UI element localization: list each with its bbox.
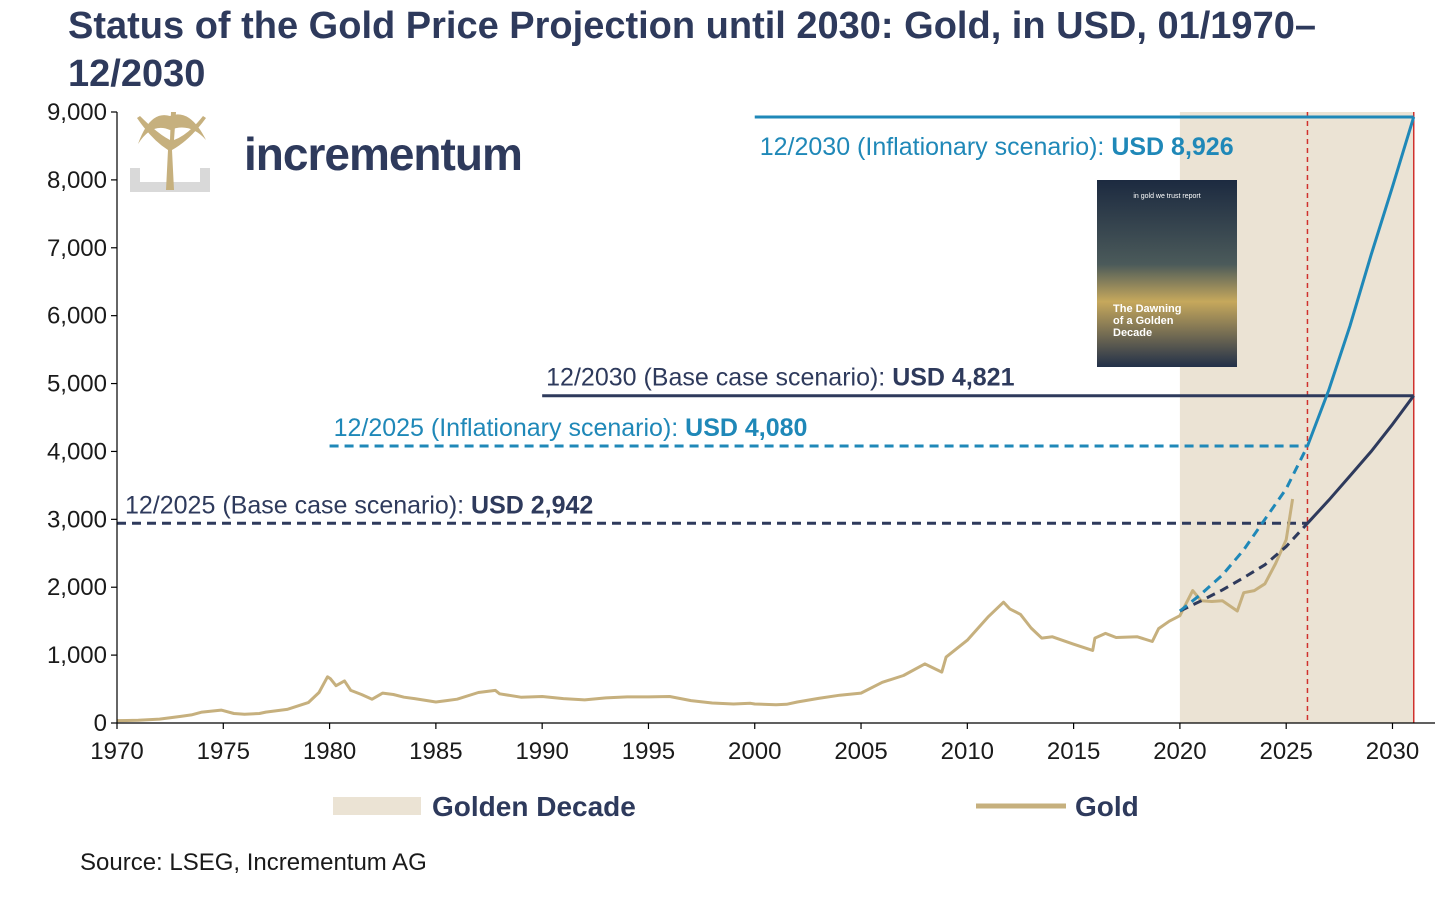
- inflationary-projection-solid: [1306, 116, 1416, 447]
- incrementum-logo: incrementum: [130, 112, 523, 192]
- x-tick-label: 1990: [515, 738, 568, 765]
- cover-brand: in gold we trust report: [1133, 193, 1200, 200]
- y-tick-label: 1,000: [47, 642, 107, 669]
- x-tick-label: 2015: [1047, 738, 1100, 765]
- x-tick-label: 1985: [409, 738, 462, 765]
- tree-icon: [130, 112, 210, 192]
- x-tick-label: 2030: [1366, 738, 1419, 765]
- base-case-projection-dashed: [1179, 522, 1309, 613]
- x-tick-label: 1995: [622, 738, 675, 765]
- annotation-label-text: 12/2025 (Inflationary scenario):: [334, 414, 686, 442]
- annotation-label-text: 12/2025 (Base case scenario):: [125, 491, 471, 519]
- y-tick-label: 4,000: [47, 438, 107, 465]
- annotation-label-text: 12/2030 (Inflationary scenario):: [760, 133, 1112, 161]
- gold-price-line: [116, 498, 1295, 723]
- report-cover-image: in gold we trust report The Dawning of a…: [1097, 180, 1237, 367]
- x-tick-label: 2025: [1259, 738, 1312, 765]
- x-tick-label: 1975: [197, 738, 250, 765]
- legend-golden-decade-label: Golden Decade: [432, 791, 636, 822]
- annotation-value: USD 4,821: [892, 364, 1014, 392]
- legend-gold-label: Gold: [1075, 791, 1139, 822]
- x-tick-label: 1970: [90, 738, 143, 765]
- annotation-label-text: 12/2030 (Base case scenario):: [546, 364, 892, 392]
- y-tick-label: 8,000: [47, 167, 107, 194]
- cover-title-line-2: of a Golden: [1113, 315, 1174, 327]
- annotation-value: USD 4,080: [685, 414, 807, 442]
- base-case-projection-solid: [1306, 394, 1415, 525]
- y-tick-label: 3,000: [47, 506, 107, 533]
- annotation-label-4: 12/2025 (Base case scenario): USD 2,942: [125, 491, 593, 519]
- x-tick-label: 1980: [303, 738, 356, 765]
- cover-title-line-1: The Dawning: [1113, 303, 1181, 315]
- y-tick-label: 0: [94, 710, 107, 737]
- x-tick-label: 2020: [1153, 738, 1206, 765]
- cover-title-line-3: Decade: [1113, 327, 1152, 339]
- x-tick-label: 2010: [941, 738, 994, 765]
- annotation-label-1: 12/2030 (Inflationary scenario): USD 8,9…: [760, 133, 1234, 161]
- logo-text: incrementum: [244, 128, 522, 180]
- x-tick-label: 2005: [834, 738, 887, 765]
- y-tick-label: 9,000: [47, 99, 107, 126]
- y-tick-label: 6,000: [47, 303, 107, 330]
- annotation-label-3: 12/2025 (Inflationary scenario): USD 4,0…: [334, 414, 808, 442]
- y-tick-label: 7,000: [47, 235, 107, 262]
- y-tick-label: 5,000: [47, 371, 107, 398]
- legend-golden-decade-swatch: [333, 797, 421, 815]
- chart-title: Status of the Gold Price Projection unti…: [68, 5, 1316, 95]
- y-tick-label: 2,000: [47, 574, 107, 601]
- annotation-value: USD 2,942: [471, 491, 593, 519]
- x-tick-label: 2000: [728, 738, 781, 765]
- annotation-value: USD 8,926: [1111, 133, 1233, 161]
- legend: Golden Decade Gold: [333, 791, 1139, 822]
- source-note: Source: LSEG, Incrementum AG: [80, 849, 427, 876]
- annotation-label-2: 12/2030 (Base case scenario): USD 4,821: [546, 364, 1014, 392]
